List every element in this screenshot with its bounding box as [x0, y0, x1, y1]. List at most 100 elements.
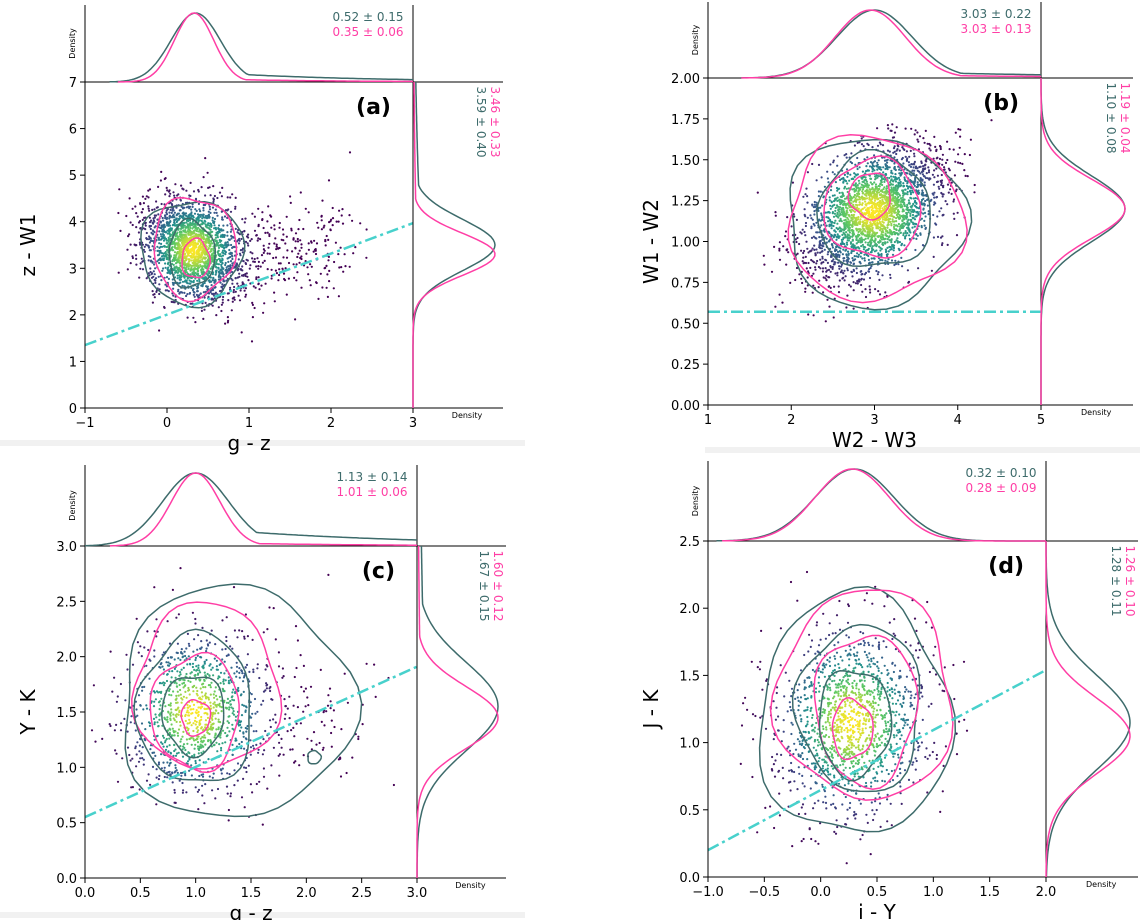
scatter-point [192, 231, 195, 234]
scatter-point [178, 217, 181, 220]
scatter-point [836, 196, 839, 199]
scatter-point [853, 144, 857, 147]
scatter-point [831, 246, 835, 249]
scatter-point [250, 238, 253, 241]
scatter-point [145, 238, 149, 241]
scatter-point [874, 237, 877, 240]
scatter-point [863, 185, 866, 189]
scatter-point [275, 272, 278, 275]
scatter-point [203, 249, 206, 252]
scatter-point [839, 178, 842, 181]
scatter-point [193, 212, 197, 215]
scatter-point [842, 248, 845, 251]
scatter-point [939, 145, 942, 149]
scatter-point [871, 245, 874, 248]
scatter-point [963, 153, 966, 156]
scatter-point [861, 176, 865, 179]
scatter-point [212, 221, 215, 224]
scatter-point [846, 182, 849, 185]
scatter-point [139, 267, 142, 270]
scatter-point [913, 201, 916, 204]
scatter-point [897, 263, 900, 266]
scatter-point [858, 260, 861, 264]
scatter-point [920, 200, 923, 204]
scatter-point [941, 213, 945, 217]
scatter-point [162, 267, 165, 270]
scatter-point [904, 231, 907, 234]
x-tick-label: 1 [245, 416, 253, 431]
scatter-point [857, 235, 860, 238]
scatter-point [296, 237, 299, 241]
scatter-point [209, 245, 212, 248]
scatter-point [153, 263, 156, 266]
scatter-point [198, 294, 201, 297]
scatter-point [172, 283, 175, 286]
scatter-point [854, 223, 858, 226]
scatter-point [188, 194, 191, 197]
scatter-point [199, 231, 202, 234]
scatter-point [842, 177, 845, 180]
scatter-point [207, 239, 211, 242]
scatter-point [174, 234, 177, 238]
scatter-point [834, 198, 837, 201]
scatter-point [278, 273, 281, 277]
scatter-point [211, 304, 214, 307]
scatter-point [162, 226, 166, 229]
scatter-point [220, 268, 223, 271]
scatter-point [304, 207, 307, 210]
scatter-point [916, 138, 919, 141]
scatter-point [190, 224, 193, 227]
scatter-point [221, 254, 225, 257]
scatter-point [900, 173, 903, 176]
scatter-point [865, 227, 868, 230]
scatter-point [973, 191, 976, 194]
scatter-point [827, 217, 830, 220]
scatter-point [826, 261, 830, 264]
scatter-point [803, 230, 806, 234]
scatter-point [849, 160, 852, 163]
scatter-point [906, 269, 910, 272]
scatter-point [862, 145, 865, 148]
scatter-point [226, 224, 229, 227]
scatter-point [158, 242, 161, 245]
scatter-point [171, 224, 174, 227]
scatter-point [214, 265, 217, 268]
scatter-point [196, 262, 199, 265]
scatter-point [154, 267, 157, 270]
scatter-point [903, 178, 906, 181]
scatter-point [859, 251, 862, 255]
scatter-point [888, 228, 891, 231]
scatter-point [905, 184, 909, 187]
scatter-point [202, 317, 205, 320]
scatter-point [231, 246, 234, 249]
scatter-point [838, 254, 841, 257]
scatter-point [119, 229, 122, 232]
scatter-point [348, 214, 351, 217]
scatter-point [186, 277, 189, 280]
scatter-point [134, 254, 138, 257]
scatter-point [952, 212, 955, 215]
scatter-point [268, 233, 271, 236]
scatter-point [892, 225, 896, 229]
scatter-point [871, 204, 874, 207]
scatter-point [231, 257, 234, 261]
scatter-point [251, 252, 254, 255]
scatter-point [314, 252, 318, 256]
scatter-point [857, 255, 860, 258]
scatter-point [917, 267, 920, 270]
scatter-point [898, 249, 901, 252]
scatter-point [296, 271, 299, 274]
scatter-point [871, 228, 874, 232]
scatter-point [827, 220, 830, 223]
scatter-point [185, 271, 188, 274]
scatter-point [181, 226, 184, 229]
scatter-point [232, 245, 235, 249]
scatter-point [219, 275, 222, 278]
scatter-point [846, 175, 849, 178]
scatter-point [239, 249, 242, 252]
scatter-point [934, 202, 937, 205]
scatter-point [829, 204, 832, 207]
scatter-point [894, 176, 897, 179]
scatter-point [199, 210, 202, 213]
scatter-point [213, 194, 216, 198]
